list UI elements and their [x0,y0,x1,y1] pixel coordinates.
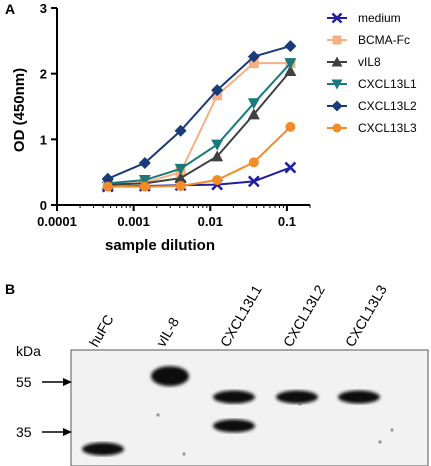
series-line [108,63,291,183]
lane-label: vIL-8 [153,314,183,349]
x-axis-label: sample dilution [105,237,215,254]
marker-diamond [332,101,343,112]
marker-circle [333,124,342,133]
marker-circle [285,122,295,132]
legend-label: CXCL13L3 [358,121,417,135]
marker-circle [103,182,113,192]
y-tick-label: 2 [40,67,47,82]
x-tick-label: 0.0001 [37,214,77,229]
western-blot: B kDa 55 35 huFC vIL-8 CXCL13L1 CXCL13L2 CXCL… [0,270,431,466]
y-tick-label: 0 [40,198,47,213]
panel-b-label: B [5,281,15,297]
legend-label: CXCL13L2 [358,99,417,113]
y-tick-label: 1 [40,132,47,147]
legend-label: CXCL13L1 [358,77,417,91]
series-line [108,46,291,179]
kda-marker-label: 55 [16,374,32,390]
marker-circle [212,175,222,185]
lane-label: CXCL13L2 [280,282,328,349]
x-tick-label: 0.01 [198,214,223,229]
x-tick-label: 0.001 [117,214,150,229]
blot-speckle [391,429,394,432]
legend-label: BCMA-Fc [358,33,410,47]
kda-marker-label: 35 [16,424,32,440]
lane-label: huFC [86,312,117,350]
marker-circle [140,182,150,192]
y-axis-label: OD (450nm) [11,68,28,152]
blot-speckle [157,414,160,417]
marker-circle [249,157,259,167]
lane-label: CXCL13L3 [342,282,390,349]
marker-diamond [284,40,296,52]
panel-b: B kDa 55 35 huFC vIL-8 CXCL13L1 CXCL13L2 CXCL… [0,270,431,466]
band [338,391,380,404]
x-tick-label: 0.1 [278,214,296,229]
marker-triangle-down [211,140,223,151]
panel-a: A 0 1 2 3 0.0001 0.001 0.01 0.1 OD (450nm) samp… [0,0,431,270]
blot-speckle [379,441,382,444]
blot-speckle [183,453,186,456]
y-tick-label: 3 [40,1,47,16]
marker-square [333,36,342,45]
band [213,419,255,432]
blot-membrane [71,350,428,466]
legend-label: medium [358,11,401,25]
marker-circle [176,181,186,191]
band [151,366,189,386]
lane-label: CXCL13L1 [217,282,265,349]
band [213,391,255,404]
band [82,443,124,456]
kda-label: kDa [16,343,41,359]
band [276,391,318,404]
marker-x [285,163,295,173]
line-chart: A 0 1 2 3 0.0001 0.001 0.01 0.1 OD (450nm) samp… [0,0,431,270]
panel-a-label: A [5,1,15,17]
legend-label: vIL8 [358,55,381,69]
blot-speckle [299,403,302,406]
